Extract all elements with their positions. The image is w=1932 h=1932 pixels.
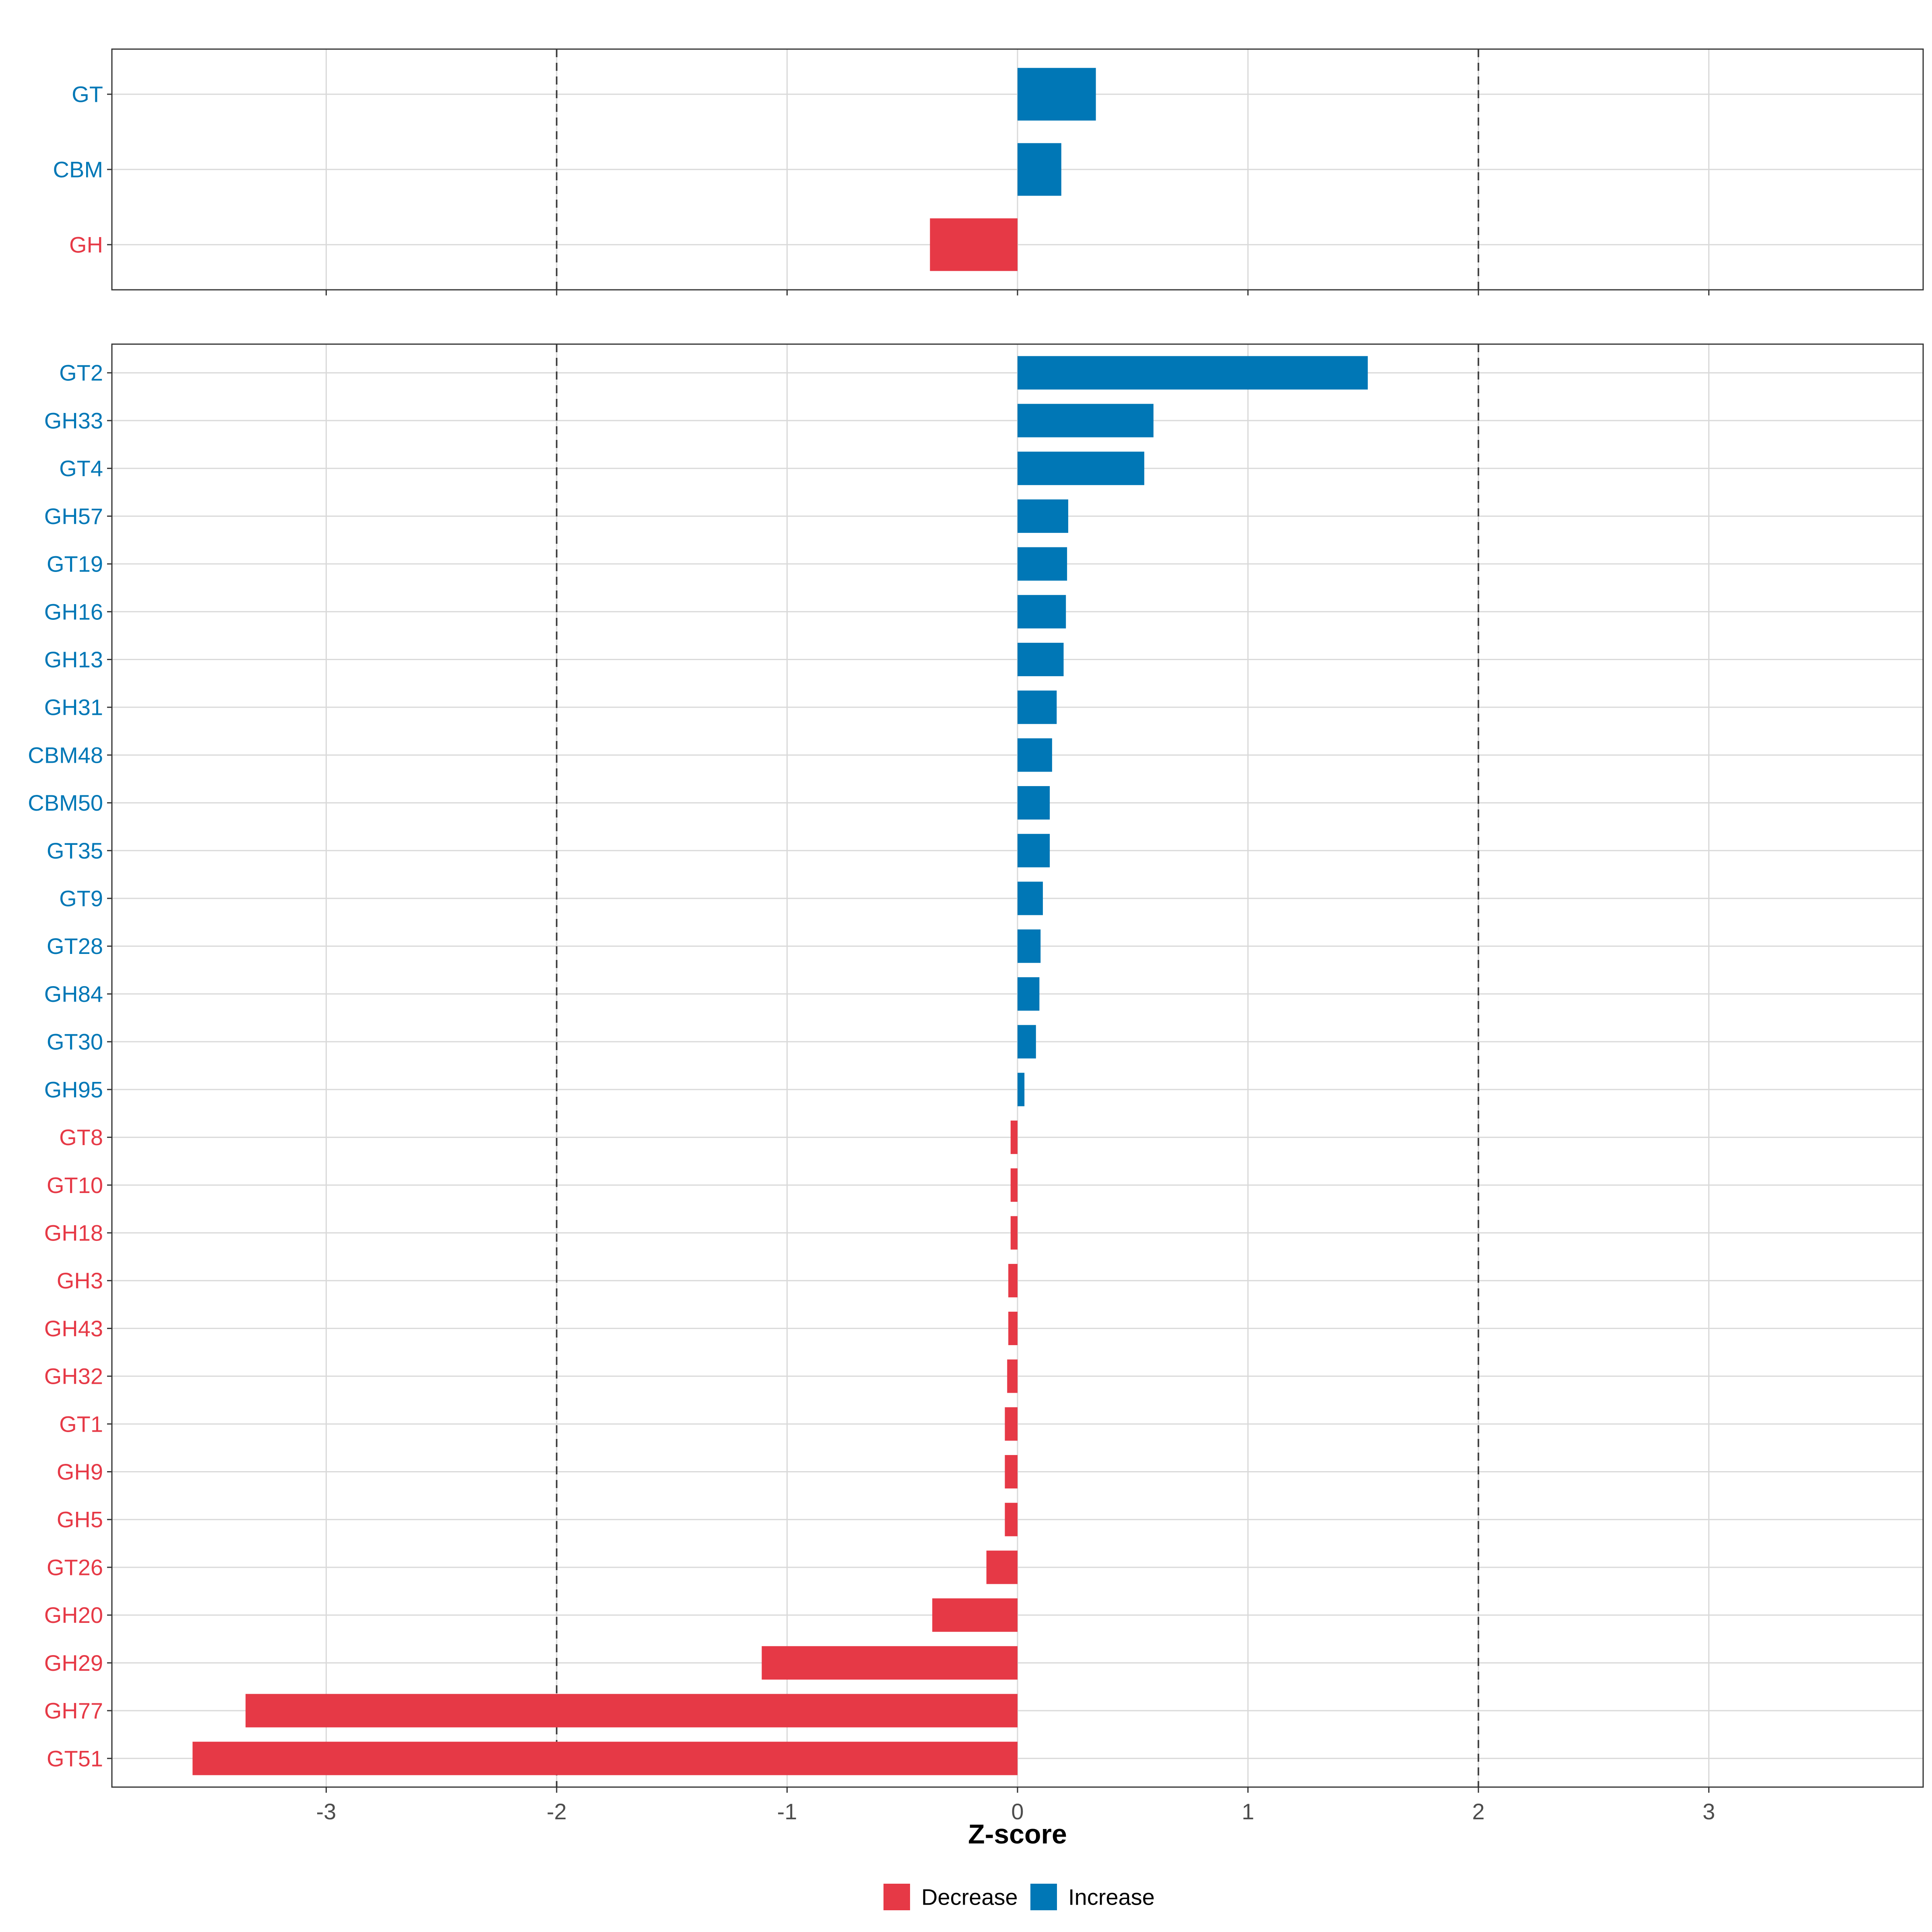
- bar-cbm50: [1018, 786, 1050, 820]
- legend-swatch-increase: [1030, 1884, 1057, 1910]
- category-label: GH9: [57, 1459, 103, 1484]
- category-label: GH31: [44, 695, 103, 720]
- category-label: GH95: [44, 1077, 103, 1102]
- bar-gt51: [192, 1742, 1018, 1775]
- bar-gh43: [1008, 1311, 1018, 1345]
- category-label: GH32: [44, 1364, 103, 1389]
- bar-gh29: [762, 1646, 1018, 1680]
- bar-gh: [930, 218, 1018, 271]
- panel-class: GT CBM GH: [53, 48, 1924, 295]
- bar-gh31: [1018, 690, 1057, 724]
- category-label: GT2: [59, 360, 103, 386]
- category-label: GT: [72, 82, 103, 107]
- bar-cbm: [1018, 143, 1061, 196]
- bar-gh18: [1010, 1216, 1018, 1250]
- category-label: GT26: [47, 1554, 103, 1580]
- category-label: GT8: [59, 1125, 103, 1150]
- bar-gh3: [1008, 1264, 1018, 1298]
- panels-layer: GTCBMGHGT2GH33GT4GH57GT19GH16GH13GH31CBM…: [28, 48, 1924, 1824]
- category-label: GH18: [44, 1220, 103, 1245]
- bar-gt30: [1018, 1025, 1036, 1059]
- category-label: GH29: [44, 1650, 103, 1676]
- bar-gt9: [1018, 881, 1043, 915]
- bar-gt26: [986, 1550, 1018, 1584]
- bar-gt8: [1010, 1121, 1018, 1154]
- category-label: CBM48: [28, 742, 103, 768]
- bar-gh57: [1018, 499, 1068, 533]
- legend: Decrease Increase: [883, 1884, 1155, 1910]
- bar-gh9: [1005, 1455, 1018, 1489]
- category-label: GH: [69, 232, 103, 257]
- category-label: GH20: [44, 1602, 103, 1628]
- category-label: GT9: [59, 886, 103, 911]
- category-label: GT30: [47, 1029, 103, 1055]
- legend-swatch-decrease: [883, 1884, 910, 1910]
- category-label: GH57: [44, 504, 103, 529]
- category-label: GH13: [44, 647, 103, 672]
- category-label: GH5: [57, 1507, 103, 1532]
- bar-gt19: [1018, 547, 1067, 581]
- bar-gh95: [1018, 1073, 1025, 1106]
- category-label: GH3: [57, 1268, 103, 1293]
- bar-gh84: [1018, 977, 1040, 1011]
- category-label: GH77: [44, 1698, 103, 1724]
- bar-gh5: [1005, 1503, 1018, 1536]
- bar-gt35: [1018, 834, 1050, 867]
- bar-gt28: [1018, 929, 1041, 963]
- category-label: CBM50: [28, 790, 103, 815]
- bar-gh32: [1007, 1359, 1018, 1393]
- legend-label-decrease: Decrease: [921, 1885, 1018, 1910]
- category-label: GH33: [44, 408, 103, 433]
- x-tick-label: 0: [1011, 1799, 1024, 1824]
- category-label: GH16: [44, 599, 103, 624]
- legend-label-increase: Increase: [1068, 1885, 1155, 1910]
- category-label: GT10: [47, 1172, 103, 1198]
- category-label: GH43: [44, 1316, 103, 1341]
- bar-cbm48: [1018, 738, 1052, 772]
- bar-gt: [1018, 68, 1096, 121]
- x-tick-label: 3: [1703, 1799, 1715, 1824]
- x-axis-title: Z-score: [968, 1819, 1067, 1849]
- bar-gt2: [1018, 356, 1368, 390]
- bar-gh33: [1018, 404, 1154, 438]
- bar-gh20: [932, 1598, 1018, 1632]
- bar-gh13: [1018, 642, 1064, 677]
- category-label: GH84: [44, 981, 103, 1007]
- x-axis-tick-labels: -3 -2 -1 0 1 2 3: [316, 1799, 1715, 1824]
- category-label: CBM: [53, 157, 103, 182]
- panel-family: GT2 GH33 GT4 GH57 GT19 GH16 GH13 GH31 CBM48 CBM50…: [28, 343, 1924, 1793]
- x-tick-label: 2: [1472, 1799, 1484, 1824]
- panel-border: [111, 343, 1924, 1788]
- category-label: GT28: [47, 933, 103, 959]
- x-tick-label: -3: [316, 1799, 336, 1824]
- x-tick-label: -2: [547, 1799, 567, 1824]
- bar-gh16: [1018, 595, 1066, 629]
- bar-gt10: [1010, 1168, 1018, 1202]
- category-label: GT1: [59, 1411, 103, 1437]
- bar-gt4: [1018, 452, 1144, 485]
- x-tick-label: 1: [1242, 1799, 1254, 1824]
- panel-border: [111, 48, 1924, 291]
- bar-gt1: [1005, 1407, 1018, 1441]
- category-label: GT51: [47, 1746, 103, 1771]
- x-tick-label: -1: [777, 1799, 797, 1824]
- category-label: GT35: [47, 838, 103, 863]
- category-label: GT19: [47, 551, 103, 577]
- bar-gh77: [246, 1694, 1018, 1728]
- category-label: GT4: [59, 456, 103, 481]
